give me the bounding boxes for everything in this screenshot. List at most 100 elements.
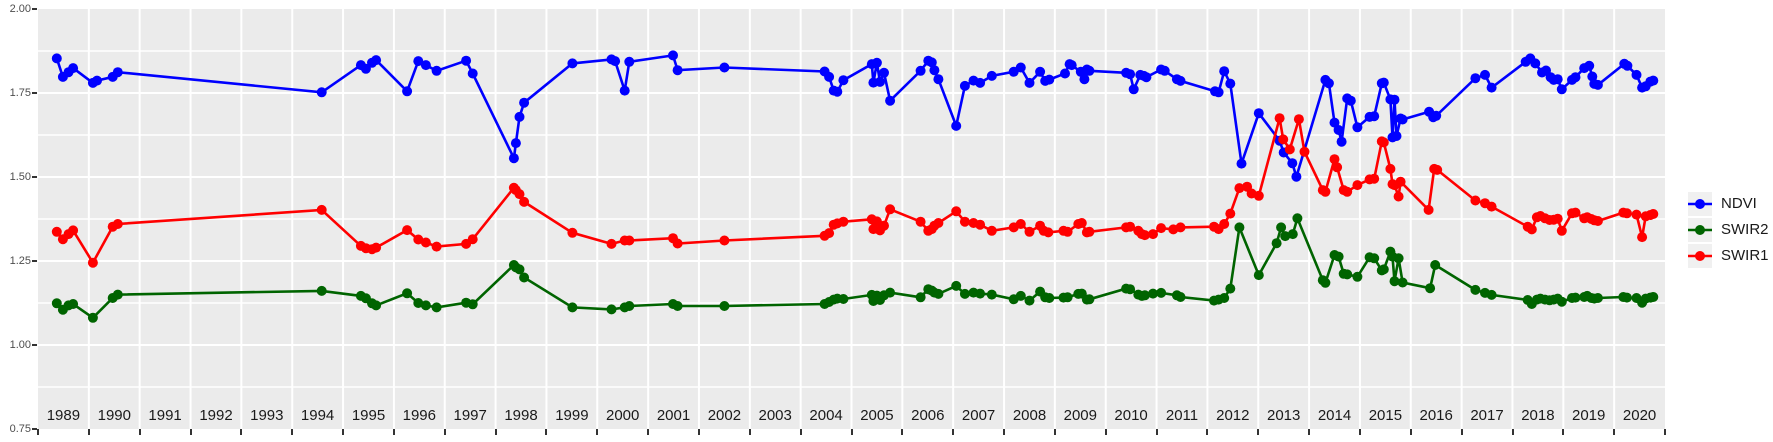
data-point-NDVI	[885, 95, 896, 106]
data-point-SWIR1	[1470, 195, 1481, 206]
data-point-SWIR2	[68, 299, 79, 309]
series-line-NDVI	[55, 53, 1654, 182]
data-point-SWIR1	[316, 204, 327, 215]
x-axis-tick	[443, 429, 446, 435]
data-point-SWIR1	[1125, 221, 1136, 232]
data-point-SWIR1	[1332, 162, 1343, 173]
data-point-SWIR2	[1425, 283, 1436, 294]
data-point-SWIR2	[1125, 284, 1136, 295]
data-point-SWIR2	[51, 298, 62, 309]
x-axis-tick	[342, 429, 345, 435]
x-axis-tick	[494, 429, 497, 435]
data-point-SWIR1	[1329, 154, 1340, 165]
x-axis-label: 2017	[1470, 407, 1504, 424]
data-point-NDVI	[1584, 60, 1595, 71]
data-point-SWIR1	[1024, 226, 1035, 237]
y-axis-label: 1.75	[9, 87, 31, 99]
data-point-SWIR2	[975, 288, 986, 299]
x-axis-tick	[799, 429, 802, 435]
data-point-SWIR2	[402, 288, 413, 299]
data-point-NDVI	[959, 80, 970, 91]
legend: NDVI SWIR2 SWIR1	[1688, 191, 1769, 269]
data-point-NDVI	[624, 56, 635, 67]
data-point-SWIR1	[1139, 230, 1150, 241]
data-point-SWIR2	[1280, 231, 1291, 242]
data-point-NDVI	[51, 53, 62, 64]
data-point-NDVI	[1253, 108, 1264, 119]
data-point-SWIR2	[1648, 292, 1659, 302]
data-point-SWIR1	[672, 238, 683, 249]
data-point-SWIR2	[1271, 238, 1282, 249]
x-axis-tick	[1460, 429, 1463, 435]
data-point-SWIR1	[933, 218, 944, 228]
data-point-SWIR1	[879, 220, 889, 231]
data-point-SWIR1	[1352, 180, 1363, 191]
data-point-NDVI	[871, 57, 882, 68]
data-point-SWIR2	[1024, 295, 1035, 306]
data-point-NDVI	[1470, 73, 1481, 84]
data-point-NDVI	[1592, 79, 1603, 90]
data-point-NDVI	[668, 50, 678, 61]
data-point-SWIR1	[1320, 186, 1331, 197]
x-axis-tick	[1409, 429, 1412, 435]
x-axis-tick	[1562, 429, 1565, 435]
data-point-NDVI	[1084, 65, 1095, 76]
data-point-SWIR1	[1234, 183, 1245, 194]
data-point-SWIR1	[1369, 173, 1380, 184]
data-point-SWIR2	[1225, 283, 1236, 294]
data-point-SWIR1	[1175, 222, 1186, 233]
x-axis-label: 1994	[300, 407, 335, 424]
data-point-SWIR2	[838, 294, 849, 304]
data-point-NDVI	[719, 62, 730, 73]
x-axis-tick	[901, 429, 904, 435]
x-axis-tick	[1664, 429, 1666, 435]
data-point-NDVI	[1079, 74, 1090, 85]
y-axis-tick	[32, 8, 37, 10]
data-point-SWIR2	[915, 292, 926, 303]
data-point-NDVI	[1125, 69, 1136, 80]
data-point-NDVI	[1556, 84, 1567, 95]
data-point-NDVI	[567, 58, 578, 69]
data-point-NDVI	[1323, 78, 1334, 89]
x-axis-tick	[189, 429, 192, 435]
x-axis-label: 1993	[250, 407, 284, 424]
x-axis-label: 2016	[1419, 407, 1453, 424]
data-point-NDVI	[1345, 95, 1356, 106]
data-point-SWIR2	[1342, 269, 1353, 280]
y-axis-tick	[32, 344, 37, 346]
data-point-NDVI	[838, 75, 849, 86]
data-point-NDVI	[1333, 125, 1344, 135]
data-point-NDVI	[1015, 62, 1026, 73]
data-point-SWIR1	[986, 225, 997, 236]
data-point-NDVI	[1369, 111, 1380, 122]
data-point-SWIR1	[606, 238, 617, 249]
x-axis-tick	[1104, 429, 1107, 435]
data-point-NDVI	[420, 60, 431, 71]
data-point-NDVI	[975, 77, 986, 88]
x-axis-label: 1991	[148, 407, 182, 424]
data-point-SWIR2	[1397, 277, 1408, 288]
data-point-SWIR1	[514, 189, 525, 200]
x-axis-label: 2015	[1368, 407, 1403, 424]
data-point-SWIR2	[1044, 293, 1055, 303]
x-axis-tick	[952, 429, 955, 435]
data-point-NDVI	[514, 111, 525, 122]
data-point-SWIR1	[1299, 146, 1310, 157]
x-axis-tick	[138, 429, 141, 435]
data-point-SWIR1	[1293, 114, 1304, 125]
data-point-SWIR2	[519, 272, 530, 283]
data-point-SWIR1	[975, 219, 986, 230]
x-axis-label: 2005	[860, 407, 894, 424]
data-point-SWIR1	[719, 235, 730, 246]
data-point-SWIR1	[1015, 219, 1026, 229]
data-point-NDVI	[413, 56, 424, 67]
data-point-NDVI	[1530, 58, 1541, 69]
x-axis-label: 2008	[1012, 407, 1047, 424]
data-point-SWIR1	[1592, 216, 1603, 226]
x-axis-tick	[698, 429, 700, 435]
data-point-SWIR1	[1637, 232, 1648, 243]
data-point-NDVI	[824, 71, 835, 82]
data-point-SWIR2	[1486, 289, 1497, 300]
data-point-SWIR1	[467, 234, 478, 245]
x-axis-label: 2000	[606, 407, 640, 424]
